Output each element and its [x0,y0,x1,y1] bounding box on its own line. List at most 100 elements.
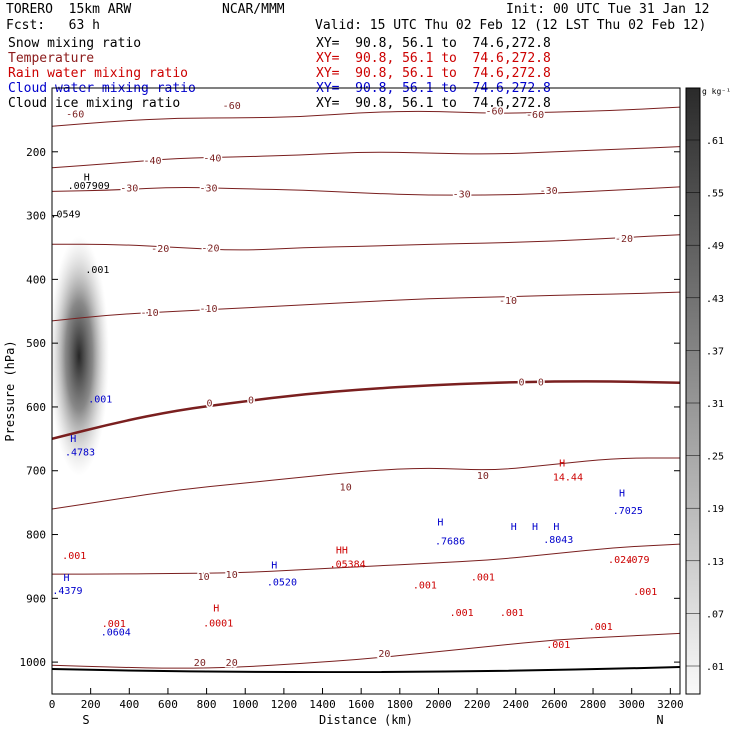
field-annotation: .7686 [435,537,465,548]
x-tick-label: 1800 [387,698,414,711]
colorbar-tick-label: .49 [706,241,724,252]
temperature-contour-label: 10 [477,471,489,482]
x-tick-label: 200 [81,698,101,711]
temperature-contour-label: -30 [540,186,558,197]
y-axis-label: Pressure (hPa) [3,340,17,441]
temperature-contour-label: 20 [194,658,206,669]
temperature-contour-label: 20 [226,658,238,669]
temperature-contour-label: -10 [499,296,517,307]
x-tick-label: 1600 [348,698,375,711]
xy-rain: XY= 90.8, 56.1 to 74.6,272.8 [316,66,551,81]
temperature-contour-label: -40 [203,154,221,165]
forecast-hour: Fcst: 63 h [6,18,100,33]
colorbar-tick-label: .37 [706,346,724,357]
init-time: Init: 00 UTC Tue 31 Jan 12 [506,2,710,17]
field-annotation: .001 [85,265,109,276]
valid-time: Valid: 15 UTC Thu 02 Feb 12 (12 LST Thu … [315,18,707,33]
temperature-contour-line [52,457,680,510]
x-tick-label: 600 [158,698,178,711]
y-tick-label: 200 [26,146,46,159]
field-annotation: .05384 [330,560,366,571]
field-annotation: .001 [546,640,570,651]
colorbar-tick-label: .55 [706,189,724,200]
y-tick-label: 500 [26,337,46,350]
temperature-contour-label: 20 [378,649,390,660]
y-tick-label: 800 [26,529,46,542]
x-tick-label: 800 [197,698,217,711]
temperature-contour-line [52,186,680,196]
y-tick-label: 600 [26,401,46,414]
section-start-label: S [82,713,89,727]
colorbar-tick-label: .07 [706,609,724,620]
xy-cloud-ice: XY= 90.8, 56.1 to 74.6,272.8 [316,96,551,111]
temperature-contour-line [52,291,680,322]
field-annotation: H [437,518,443,529]
field-annotation: .024 [608,555,632,566]
field-annotation: .007909 [68,181,110,192]
colorbar-tick-label: .31 [706,399,724,410]
field-annotation: H [559,458,565,469]
model-title: TORERO 15km ARW [6,2,132,17]
colorbar-tick-label: .25 [706,452,724,463]
temperature-contour-label: 10 [340,483,352,494]
xy-snow: XY= 90.8, 56.1 to 74.6,272.8 [316,36,551,51]
field-annotation: H [553,522,559,533]
temperature-contour-line [52,234,680,251]
field-annotation: H [70,434,76,445]
snow-mixing-ratio-shading [52,235,110,476]
xy-temperature: XY= 90.8, 56.1 to 74.6,272.8 [316,51,551,66]
field-annotation: .001 [633,587,657,598]
temperature-contour-label: -20 [151,244,169,255]
y-tick-label: 1000 [20,656,47,669]
y-tick-label: 700 [26,465,46,478]
field-annotation: .0549 [50,209,80,220]
colorbar-tick-label: .43 [706,294,724,305]
colorbar-tick-label: .61 [706,136,724,147]
y-tick-label: 400 [26,273,46,286]
organization-label: NCAR/MMM [222,2,285,17]
field-name-temperature: Temperature [8,51,95,66]
field-annotation: .001 [88,394,112,405]
temperature-contour-label: -30 [453,189,471,200]
temperature-contour-label: -20 [615,234,633,245]
x-tick-label: 3200 [657,698,684,711]
temperature-contour-label: -60 [66,110,84,121]
field-annotation: .001 [500,608,524,619]
x-tick-label: 2000 [425,698,452,711]
field-annotation: .001 [589,622,613,633]
field-name-rain: Rain water mixing ratio [8,66,189,81]
temperature-contour-label: -60 [526,110,544,121]
temperature-contour-line [52,632,680,669]
field-annotation: .0001 [203,618,233,629]
x-tick-label: 2400 [503,698,530,711]
terrain-surface-line [52,666,680,674]
colorbar-tick-label: .13 [706,557,724,568]
x-tick-label: 1200 [271,698,298,711]
temperature-contour-label: 0 [206,398,212,409]
x-tick-label: 400 [119,698,139,711]
field-annotation: H [271,560,277,571]
x-tick-label: 1400 [309,698,336,711]
x-axis-label: Distance (km) [319,713,413,727]
temperature-contour-label: 10 [198,572,210,583]
field-annotation: H [511,522,517,533]
field-annotation: .8043 [543,535,573,546]
field-annotation: H [84,172,90,183]
field-annotation: 14.44 [553,472,583,483]
temperature-contour-label: 0 [519,377,525,388]
temperature-contour-label: -20 [201,243,219,254]
temperature-contour-label: 10 [226,570,238,581]
field-annotation: .001 [471,572,495,583]
x-tick-label: 0 [49,698,56,711]
field-name-cloud-ice: Cloud ice mixing ratio [8,96,181,111]
field-annotation: .4783 [65,447,95,458]
x-tick-label: 2800 [580,698,607,711]
temperature-contour-label: -60 [485,106,503,117]
field-annotation: H [63,573,69,584]
x-tick-label: 2200 [464,698,491,711]
colorbar-tick-label: .19 [706,504,724,515]
field-annotation: .001 [413,581,437,592]
section-end-label: N [656,713,663,727]
